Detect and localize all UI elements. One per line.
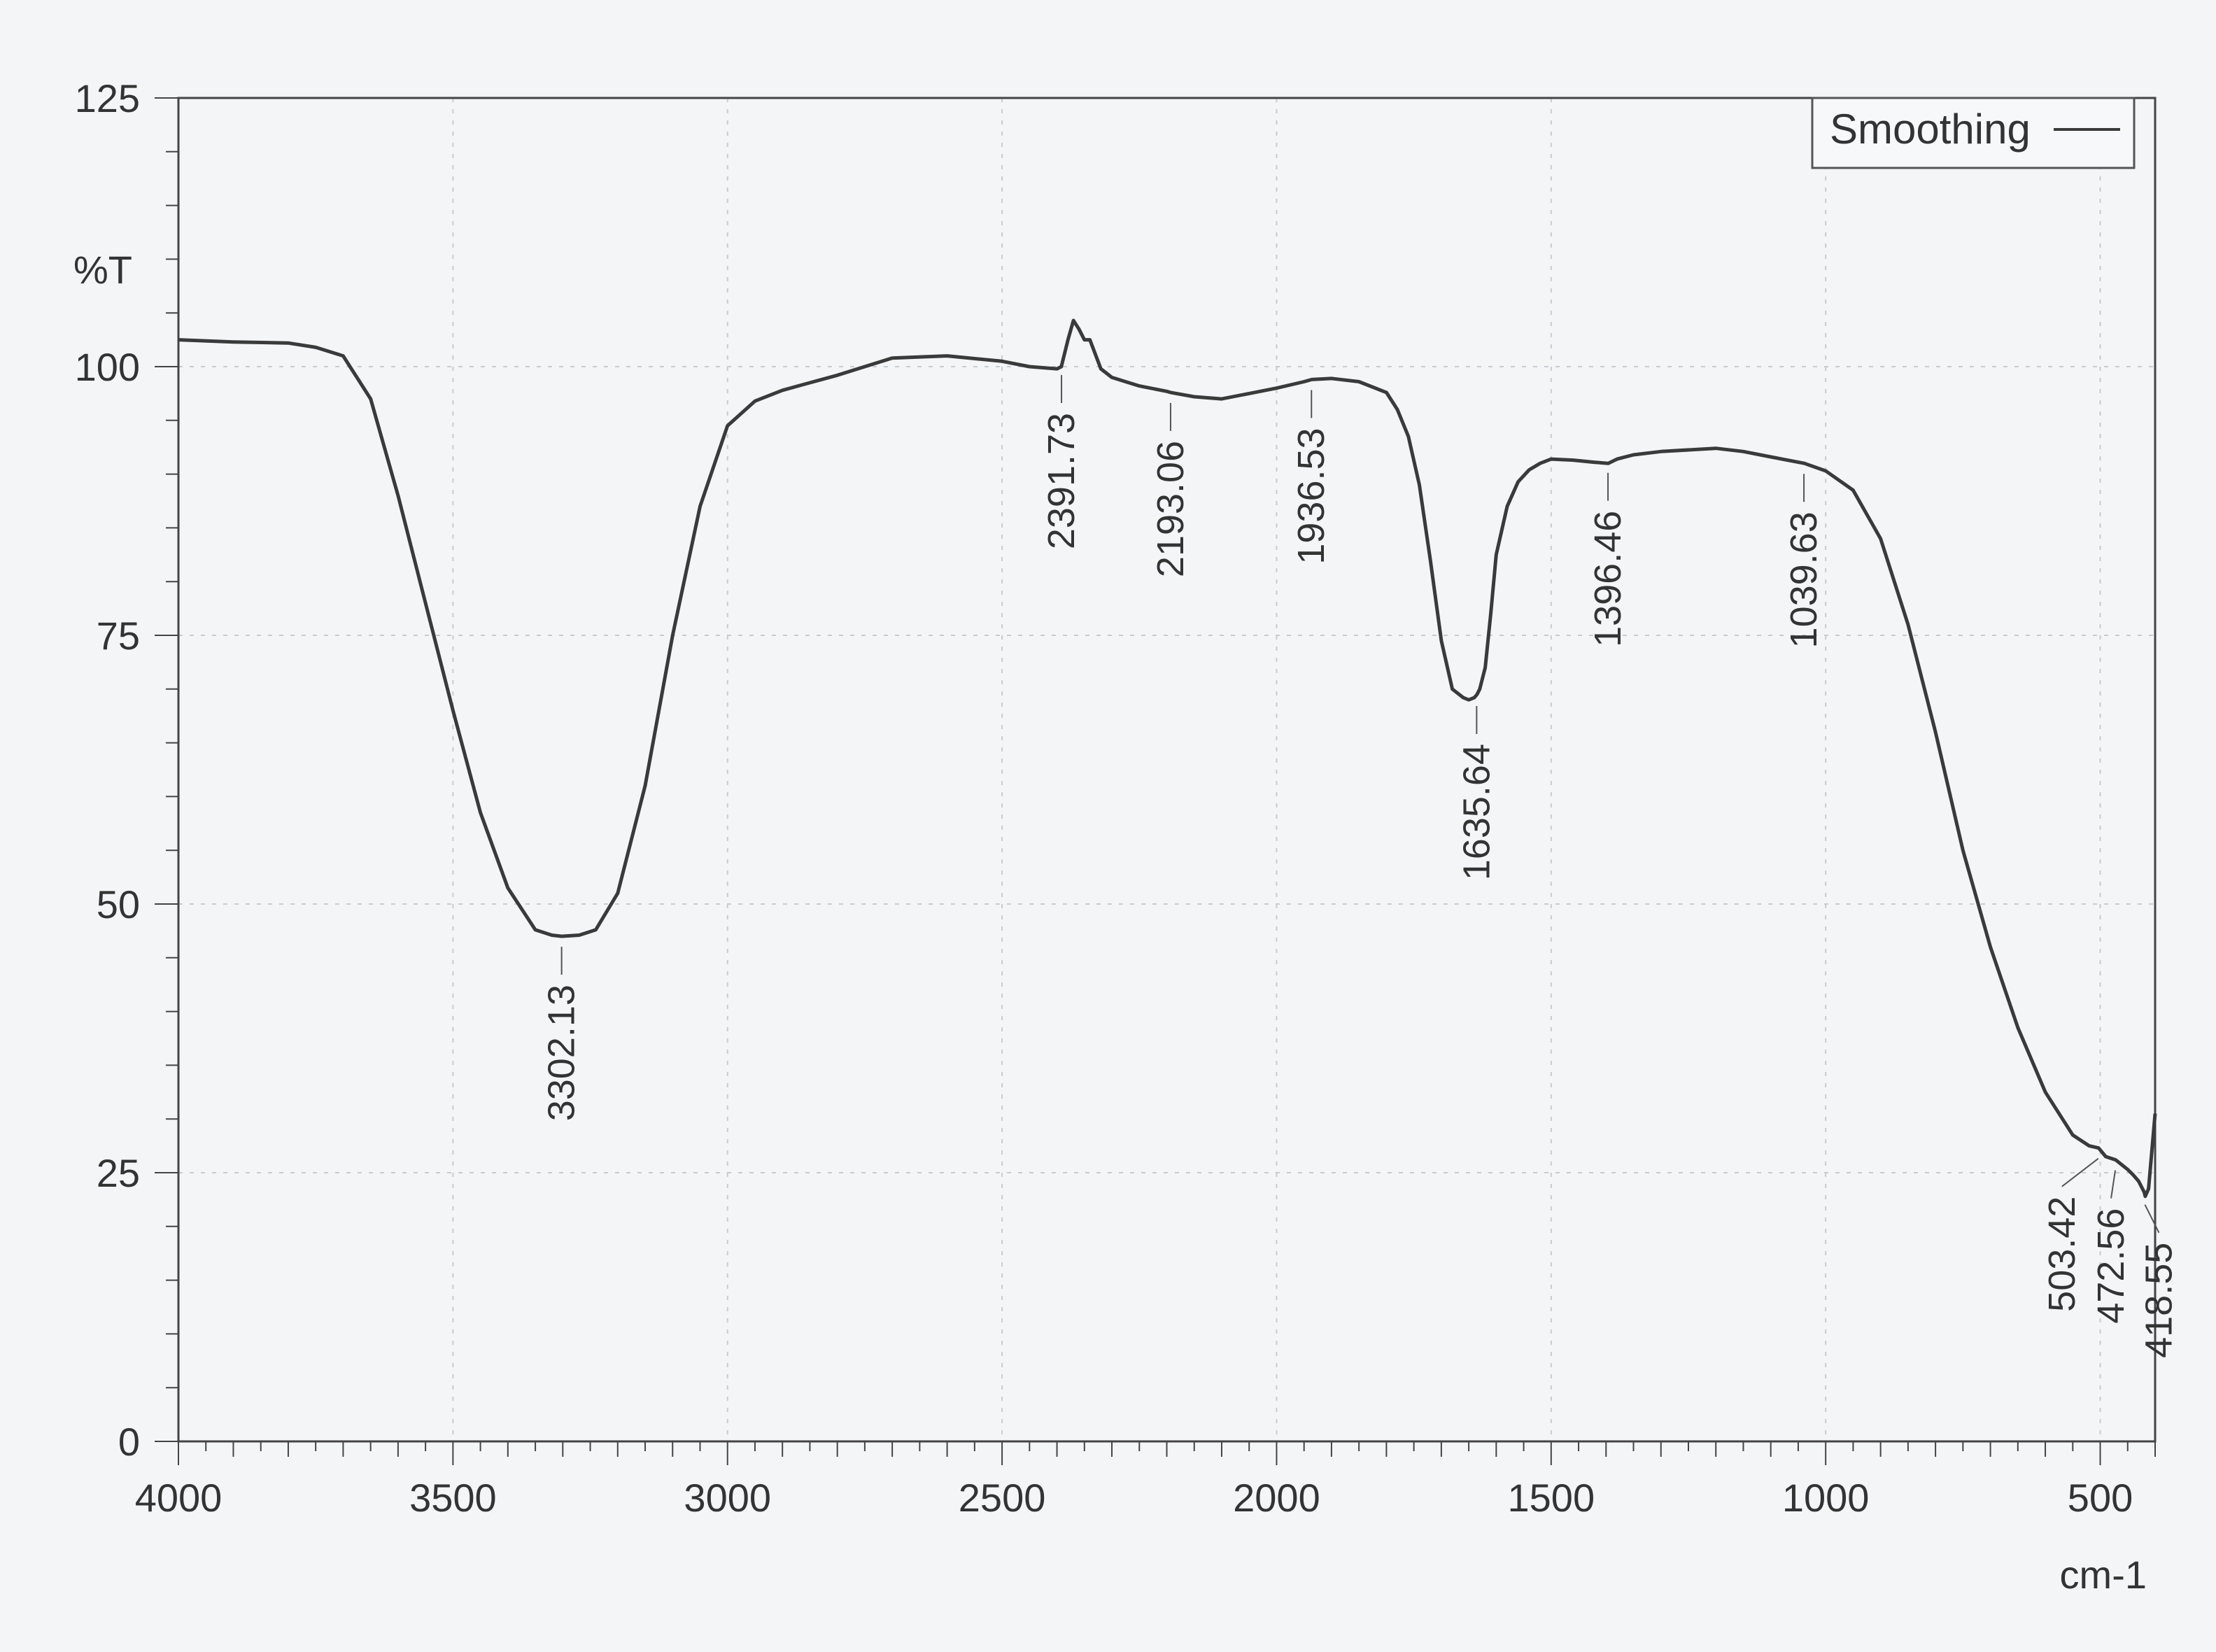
y-tick-label: 25 xyxy=(97,1151,140,1195)
peak-label: 1936.53 xyxy=(1290,428,1332,564)
x-tick-label: 4000 xyxy=(135,1476,223,1520)
peak-label: 3302.13 xyxy=(541,984,583,1121)
peak-label: 1635.64 xyxy=(1455,744,1497,880)
y-tick-label: 0 xyxy=(118,1420,140,1464)
peak-annotations: 3302.13 2391.73 2193.06 1936.53 1635.64 1396.… xyxy=(541,374,2180,1358)
x-axis-label: cm-1 xyxy=(2060,1553,2147,1597)
peak-leader-line xyxy=(2144,1204,2160,1234)
peak-leader-line xyxy=(2110,1170,2117,1199)
x-tick-label: 1500 xyxy=(1508,1476,1595,1520)
y-axis-label: %T xyxy=(73,248,132,292)
x-tick-label: 500 xyxy=(2068,1476,2133,1520)
peak-label: 1039.63 xyxy=(1783,511,1825,648)
legend: Smoothing xyxy=(1811,97,2136,169)
x-tick-label: 2000 xyxy=(1233,1476,1320,1520)
peak-label: 472.56 xyxy=(2090,1208,2132,1324)
legend-entry-smoothing: Smoothing xyxy=(1830,106,2031,153)
peak-label: 1396.46 xyxy=(1587,511,1629,647)
y-tick-label: 75 xyxy=(97,614,140,658)
peak-label: 418.55 xyxy=(2138,1243,2180,1358)
series-layer xyxy=(178,318,2157,1199)
peak-label: 503.42 xyxy=(2041,1196,2083,1312)
x-tick-label: 3000 xyxy=(684,1476,771,1520)
x-tick-label: 2500 xyxy=(959,1476,1046,1520)
axes: 4000 3500 3000 2500 2000 1500 1000 500 0 25 50 75 10… xyxy=(75,76,2157,1520)
peak-label: 2193.06 xyxy=(1150,441,1192,577)
y-tick-label: 50 xyxy=(97,882,140,926)
x-tick-label: 3500 xyxy=(409,1476,497,1520)
series-line-smoothing xyxy=(178,318,2157,1199)
y-tick-label: 125 xyxy=(75,76,140,120)
x-tick-label: 1000 xyxy=(1782,1476,1870,1520)
y-tick-label: 100 xyxy=(75,345,140,389)
peak-leader-line xyxy=(2061,1157,2099,1187)
legend-box xyxy=(1811,97,2136,169)
peak-label: 2391.73 xyxy=(1040,413,1082,549)
